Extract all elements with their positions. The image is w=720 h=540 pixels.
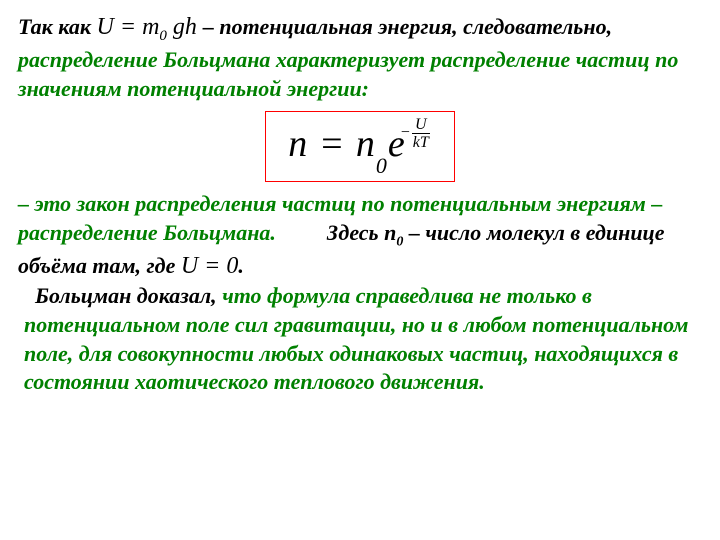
formula-row: n = n0e − U kT	[18, 111, 702, 182]
formula-minus: −	[400, 124, 411, 142]
formula-potential-energy: U = m0 gh	[97, 14, 203, 40]
text-boltzmann-dist: распределение Больцмана характеризует ра…	[18, 47, 678, 101]
formula-n-eq-n: n = n	[288, 123, 376, 165]
formula-exponent: − U kT	[410, 117, 432, 152]
text-zdes: Здесь	[327, 220, 384, 245]
paragraph-2: – это закон распределения частиц по поте…	[18, 190, 702, 282]
text-boltzmann-proved: Больцман доказал,	[35, 283, 222, 308]
formula-u-eq-0: U = 0	[181, 253, 239, 279]
boltzmann-formula-box: n = n0e − U kT	[265, 111, 455, 182]
text-tak-kak: Так как	[18, 14, 97, 39]
formula-exp-num: U	[412, 117, 430, 134]
formula-exp-den: kT	[410, 134, 432, 152]
paragraph-1: Так как U = m0 gh – потенциальная энерги…	[18, 12, 702, 103]
text-pot-energy: – потенциальная энергия, следовательно,	[203, 14, 612, 39]
slide-content: Так как U = m0 gh – потенциальная энерги…	[0, 0, 720, 409]
formula-sub-0: 0	[159, 28, 167, 44]
paragraph-3: Больцман доказал, что формула справедлив…	[18, 282, 702, 396]
text-dot: .	[238, 253, 244, 278]
n0-n: n	[384, 220, 396, 245]
formula-n0-sub: 0	[376, 153, 388, 178]
symbol-n0: n0	[384, 220, 403, 245]
formula-u-eq-mgh-a: U = m	[97, 14, 160, 40]
formula-u-eq-mgh-b: gh	[167, 14, 197, 40]
formula-lhs: n = n0e	[288, 122, 406, 171]
